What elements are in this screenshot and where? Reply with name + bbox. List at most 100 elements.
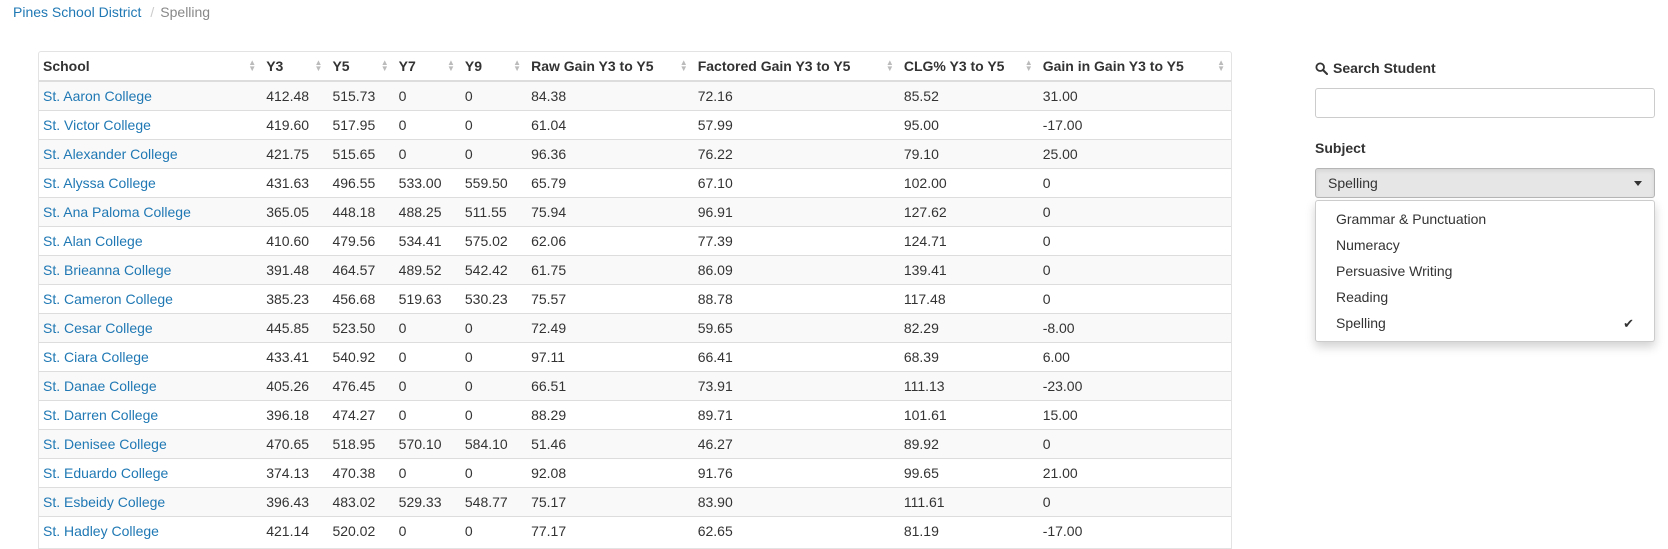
school-link[interactable]: St. Danae College [43, 377, 157, 394]
score-cell: 95.00 [899, 109, 1039, 139]
score-cell: 496.55 [328, 167, 395, 197]
score-cell: 570.10 [394, 428, 461, 458]
column-header-1[interactable]: Y3 ▲ ▼ [262, 52, 329, 82]
table-row: St. Alyssa College 431.63 496.55 533.00 559.… [39, 167, 1231, 197]
school-link[interactable]: St. Alyssa College [43, 174, 156, 191]
school-link[interactable]: St. Eduardo College [43, 464, 169, 481]
column-header-0[interactable]: School ▲ ▼ [39, 52, 263, 82]
column-header-6[interactable]: Factored Gain Y3 to Y5 ▲ ▼ [693, 52, 900, 82]
breadcrumb-home-link[interactable]: Pines School District [13, 4, 142, 20]
sort-icon: ▲ ▼ [446, 58, 455, 73]
score-cell: 0 [394, 370, 461, 400]
search-icon [1315, 61, 1328, 75]
score-cell: 448.18 [328, 196, 395, 226]
breadcrumb-current: Spelling [160, 4, 211, 20]
score-cell: 46.27 [693, 428, 900, 458]
subject-option[interactable]: Grammar & Punctuation [1316, 206, 1654, 232]
score-cell: 470.65 [262, 428, 329, 458]
school-cell: St. Aaron College [39, 80, 263, 110]
school-link[interactable]: St. Ana Paloma College [43, 203, 191, 220]
score-cell: 82.29 [899, 312, 1039, 342]
score-cell: 76.22 [693, 138, 900, 168]
table-row: St. Aaron College 412.48 515.73 0 0 84.38 72.1… [39, 80, 1231, 110]
score-cell: 85.52 [899, 80, 1039, 110]
score-cell: 0 [460, 515, 528, 545]
score-cell: 62.06 [527, 225, 694, 255]
school-cell: St. Ana Paloma College [39, 196, 263, 226]
subject-option[interactable]: Numeracy [1316, 232, 1654, 258]
subject-option[interactable]: Spelling ✔ [1316, 310, 1654, 336]
score-cell: 77.39 [693, 225, 900, 255]
school-link[interactable]: St. Victor College [43, 116, 151, 133]
subject-option[interactable]: Persuasive Writing [1316, 258, 1654, 284]
score-cell: 0 [460, 109, 528, 139]
school-link[interactable]: St. Alan College [43, 232, 143, 249]
score-cell: 0 [1038, 283, 1231, 313]
school-link[interactable]: St. Cesar College [43, 319, 153, 336]
column-header-4[interactable]: Y9 ▲ ▼ [460, 52, 528, 82]
score-cell: 31.00 [1038, 80, 1231, 110]
school-link[interactable]: St. Cameron College [43, 290, 173, 307]
score-cell: 139.41 [899, 254, 1039, 284]
column-header-7[interactable]: CLG% Y3 to Y5 ▲ ▼ [899, 52, 1039, 82]
score-cell: 67.10 [693, 167, 900, 197]
score-cell: 540.92 [328, 341, 395, 371]
score-cell: 0 [460, 80, 528, 110]
breadcrumb-separator: / [150, 4, 155, 20]
column-header-8[interactable]: Gain in Gain Y3 to Y5 ▲ ▼ [1038, 52, 1231, 82]
school-link[interactable]: St. Hadley College [43, 522, 159, 539]
score-cell: 0 [460, 457, 528, 487]
score-cell: 470.38 [328, 457, 395, 487]
column-header-2[interactable]: Y5 ▲ ▼ [328, 52, 395, 82]
school-link[interactable]: St. Alexander College [43, 145, 178, 162]
score-cell: 89.71 [693, 399, 900, 429]
school-link[interactable]: St. Denisee College [43, 435, 167, 452]
score-cell: 489.52 [394, 254, 461, 284]
score-cell: 21.00 [1038, 457, 1231, 487]
score-cell: 410.60 [262, 225, 329, 255]
score-cell: 75.94 [527, 196, 694, 226]
subject-option[interactable]: Reading [1316, 284, 1654, 310]
score-cell: 0 [1038, 167, 1231, 197]
school-link[interactable]: St. Darren College [43, 406, 159, 423]
score-cell: 464.57 [328, 254, 395, 284]
score-cell: 511.55 [460, 196, 528, 226]
subject-dropdown-button[interactable]: Spelling [1315, 168, 1655, 198]
school-link[interactable]: St. Brieanna College [43, 261, 172, 278]
score-cell: 81.19 [899, 515, 1039, 545]
table-row: St. Denisee College 470.65 518.95 570.10 584… [39, 428, 1231, 458]
school-link[interactable]: St. Esbeidy College [43, 493, 166, 510]
search-student-label: Search Student [1315, 60, 1655, 76]
sort-icon: ▲ ▼ [314, 58, 323, 73]
sidebar-panel: Search Student Subject Spelling Grammar … [1315, 60, 1655, 342]
score-cell: 62.65 [693, 515, 900, 545]
breadcrumb: Pines School District / Spelling [13, 4, 210, 20]
score-cell: 405.26 [262, 370, 329, 400]
school-cell: St. Denisee College [39, 428, 263, 458]
score-cell: 534.41 [394, 225, 461, 255]
score-cell: 396.18 [262, 399, 329, 429]
school-link[interactable]: St. Aaron College [43, 87, 152, 104]
subject-option-label: Persuasive Writing [1336, 263, 1453, 279]
school-link[interactable]: St. Ciara College [43, 348, 149, 365]
score-cell: 476.45 [328, 370, 395, 400]
score-cell: 488.25 [394, 196, 461, 226]
score-cell: 0 [394, 138, 461, 168]
column-header-5[interactable]: Raw Gain Y3 to Y5 ▲ ▼ [527, 52, 694, 82]
score-cell: 584.10 [460, 428, 528, 458]
score-cell: 84.38 [527, 80, 694, 110]
column-header-3[interactable]: Y7 ▲ ▼ [394, 52, 461, 82]
score-cell: 0 [394, 109, 461, 139]
score-cell: 474.27 [328, 399, 395, 429]
school-cell: St. Cesar College [39, 312, 263, 342]
search-student-input[interactable] [1315, 88, 1655, 118]
score-cell: 0 [460, 312, 528, 342]
school-cell: St. Eduardo College [39, 457, 263, 487]
table-row: St. Alexander College 421.75 515.65 0 0 96.36… [39, 138, 1231, 168]
sort-icon: ▲ ▼ [248, 58, 257, 73]
score-cell: 0 [394, 515, 461, 545]
subject-selected-value: Spelling [1328, 175, 1378, 191]
table-header-row: School ▲ ▼ Y3 ▲ ▼ Y5 ▲ ▼ Y7 ▲ ▼ Y9 ▲ ▼ Raw Gain Y3 to Y… [39, 52, 1231, 82]
score-cell: 520.02 [328, 515, 395, 545]
score-cell: 92.08 [527, 457, 694, 487]
